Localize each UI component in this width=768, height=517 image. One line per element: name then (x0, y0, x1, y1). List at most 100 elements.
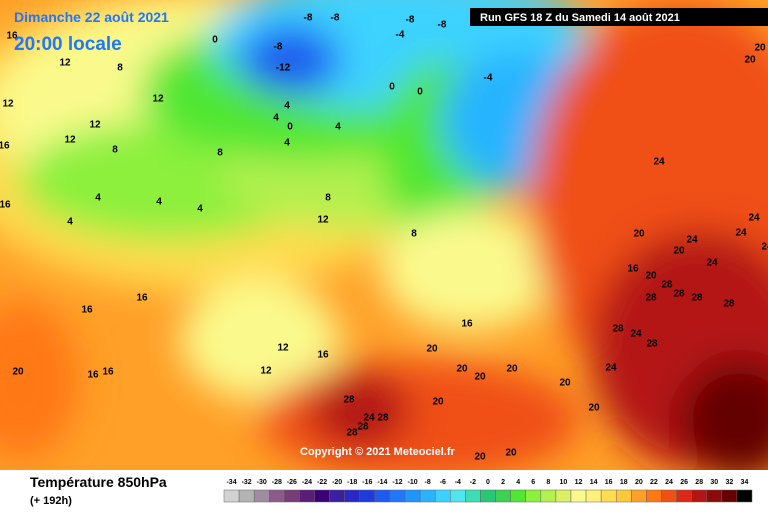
contour-label: 8 (117, 63, 123, 74)
contour-label: 20 (744, 55, 756, 66)
contour-label: 20 (474, 452, 486, 463)
scale-swatch (284, 489, 300, 503)
contour-label: 28 (645, 293, 657, 304)
scale-swatch (525, 489, 542, 503)
contour-label: -8 (304, 13, 313, 24)
contour-label: -8 (331, 13, 340, 24)
contour-label: 20 (673, 246, 685, 257)
scale-swatch (404, 489, 421, 503)
contour-label: 28 (661, 280, 673, 291)
scale-label: 8 (546, 479, 550, 486)
scale-swatch (344, 489, 361, 503)
contour-label: 4 (197, 204, 203, 215)
scale-swatch (299, 489, 315, 503)
contour-label: 8 (411, 229, 417, 240)
scale-label: -30 (257, 479, 267, 486)
contour-label: 4 (273, 113, 279, 124)
contour-label: 16 (81, 305, 93, 316)
scale-label: -14 (377, 479, 387, 486)
contour-label: 24 (363, 413, 375, 424)
contour-label: 8 (112, 145, 118, 156)
scale-swatch (570, 489, 587, 503)
contour-label: 16 (0, 141, 10, 152)
contour-label: 16 (6, 31, 18, 42)
contour-label: 16 (317, 350, 329, 361)
scale-label: 14 (590, 479, 598, 486)
contour-label: 16 (461, 319, 473, 330)
contour-label: 24 (735, 228, 747, 239)
scale-label: -2 (470, 479, 476, 486)
contour-label: 24 (630, 329, 642, 340)
contour-label: 28 (723, 299, 735, 310)
scale-label: 12 (575, 479, 583, 486)
contour-label: 20 (588, 403, 600, 414)
contour-label: 28 (357, 422, 369, 433)
scale-swatch (329, 489, 345, 503)
contour-label: 4 (95, 193, 101, 204)
scale-label: -16 (362, 479, 372, 486)
scale-label: 28 (695, 479, 703, 486)
contour-label: 16 (102, 367, 114, 378)
contour-label: 24 (761, 242, 768, 253)
scale-label: -12 (392, 479, 402, 486)
contour-label: 24 (706, 258, 718, 269)
contour-label: 16 (136, 293, 148, 304)
scale-swatch (646, 489, 662, 503)
scale-swatch (480, 489, 496, 503)
scale-label: -6 (440, 479, 446, 486)
contour-label: 24 (605, 363, 617, 374)
scale-label: 2 (501, 479, 505, 486)
contour-label: 20 (559, 378, 571, 389)
contour-label: 20 (633, 229, 645, 240)
contour-label: -12 (276, 63, 291, 74)
contour-label: 24 (748, 213, 760, 224)
color-scale: -34 -32 -30 -28 -26 -24 -22 -20 -18 -16 -14 -12 -10-… (223, 479, 753, 503)
contour-label: 12 (277, 343, 289, 354)
scale-swatch (389, 489, 406, 503)
scale-swatch (721, 489, 738, 503)
scale-swatch (419, 489, 436, 503)
scale-swatch (555, 489, 572, 503)
scale-label: 32 (725, 479, 733, 486)
scale-label: -4 (455, 479, 461, 486)
contour-label: 20 (754, 43, 766, 54)
contour-label: 12 (64, 135, 76, 146)
scale-label: 18 (620, 479, 628, 486)
contour-label: 4 (67, 217, 73, 228)
scale-swatch (510, 489, 526, 503)
scale-label: -18 (347, 479, 357, 486)
contour-label: 16 (87, 370, 99, 381)
contour-label: 24 (653, 157, 665, 168)
scale-swatch (434, 489, 451, 503)
contour-label: -8 (406, 15, 415, 26)
contour-label: 4 (284, 101, 290, 112)
contour-label: 12 (260, 366, 272, 377)
scale-swatch (450, 489, 466, 503)
scale-label: 22 (650, 479, 658, 486)
contour-label: 20 (12, 367, 24, 378)
contour-label: -4 (396, 30, 405, 41)
scale-swatch (314, 489, 330, 503)
scale-label: 10 (560, 479, 568, 486)
contour-label: 28 (343, 395, 355, 406)
contour-label: 20 (432, 397, 444, 408)
contour-label: 0 (389, 82, 395, 93)
scale-label: -28 (272, 479, 282, 486)
scale-label: 20 (635, 479, 643, 486)
scale-swatch (359, 489, 376, 503)
scale-label: 34 (741, 479, 749, 486)
contour-label: 0 (417, 87, 423, 98)
contour-label: 0 (287, 122, 293, 133)
contour-label: 12 (317, 215, 329, 226)
scale-label: 4 (516, 479, 520, 486)
scale-swatch (238, 489, 255, 503)
contour-label: -8 (274, 42, 283, 53)
scale-label: 30 (710, 479, 718, 486)
scale-swatch (374, 489, 391, 503)
scale-label: 26 (680, 479, 688, 486)
scale-swatch (223, 489, 240, 503)
temperature-field (0, 0, 768, 470)
contour-label: 0 (212, 35, 218, 46)
scale-label: -22 (317, 479, 327, 486)
